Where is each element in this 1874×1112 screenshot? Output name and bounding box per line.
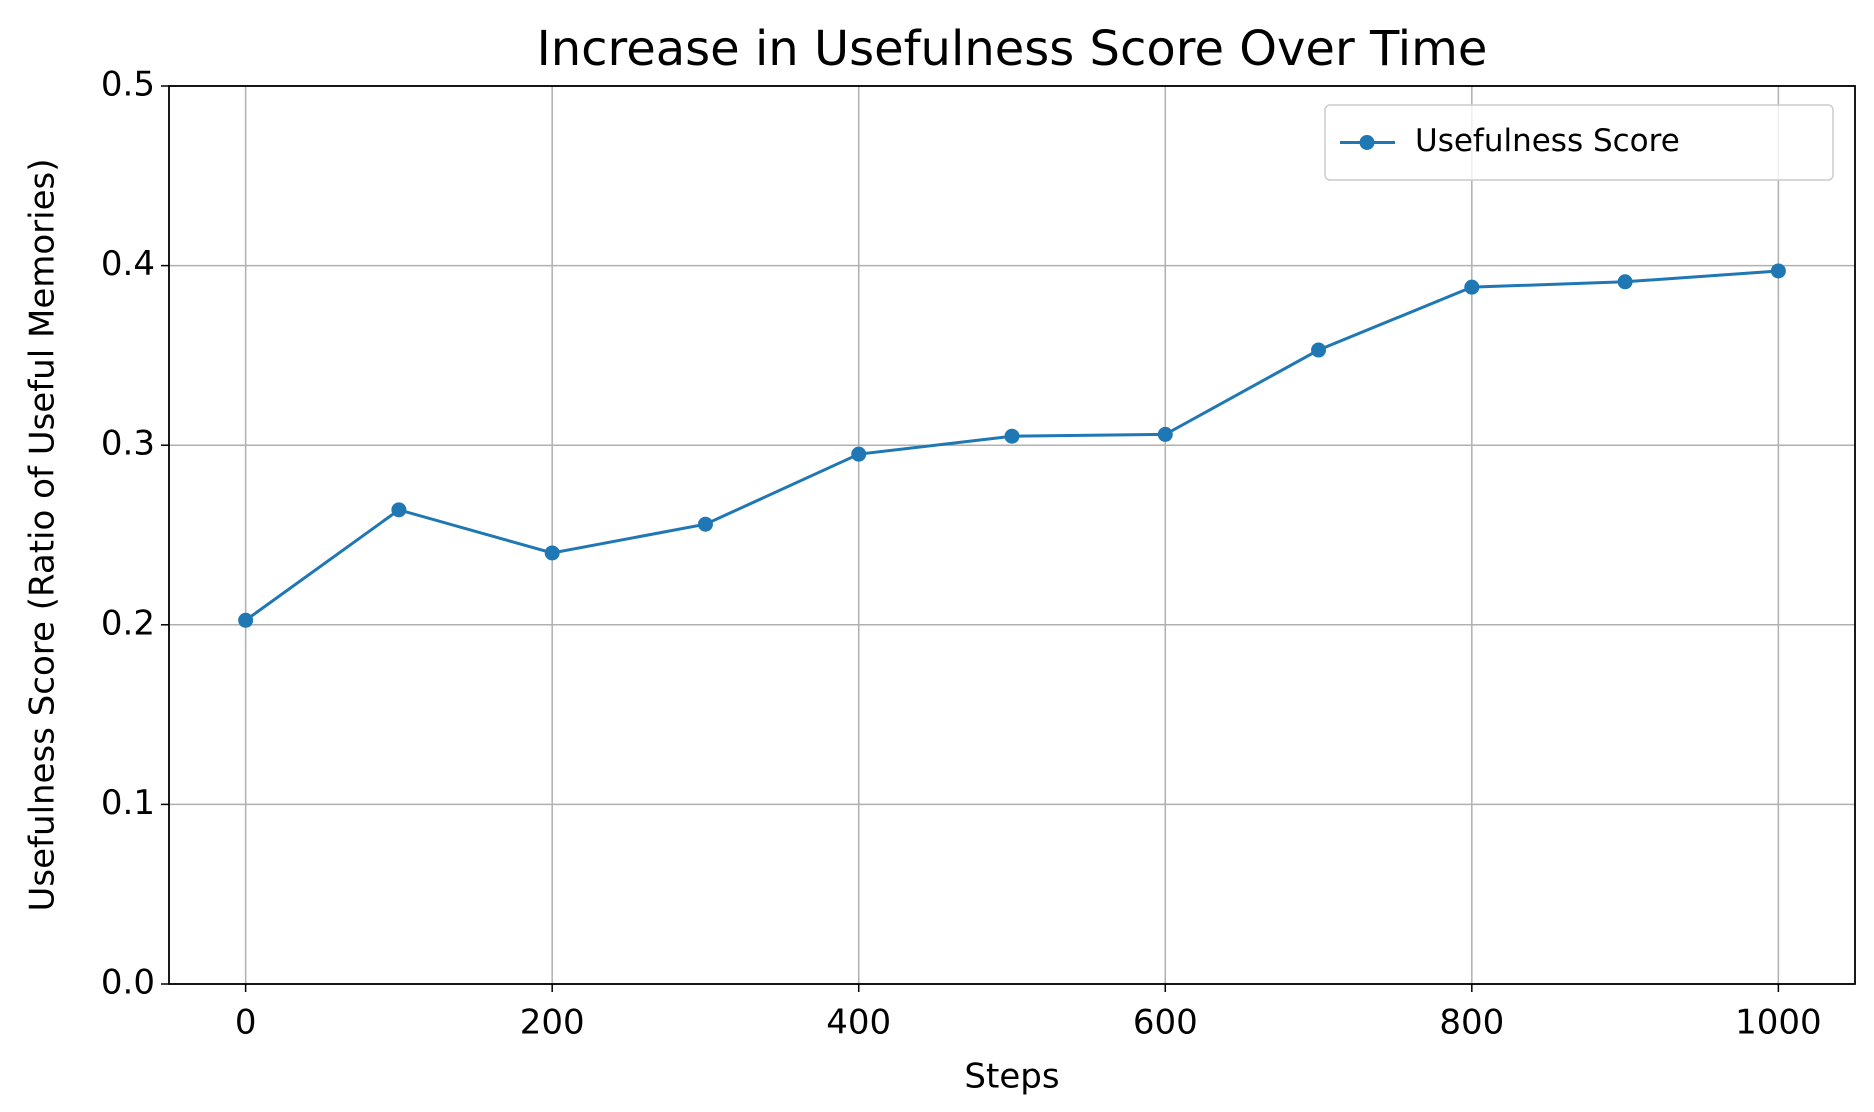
x-tick-label: 600 (1133, 1003, 1198, 1043)
x-tick-label: 0 (235, 1003, 257, 1043)
x-axis-label: Steps (964, 1057, 1059, 1097)
data-point (851, 446, 867, 462)
data-point (1770, 263, 1786, 279)
y-tick-label: 0.5 (101, 65, 155, 105)
x-tick-label: 400 (826, 1003, 891, 1043)
data-point (238, 612, 254, 628)
data-point (1311, 342, 1327, 358)
data-point (1617, 274, 1633, 290)
y-tick-label: 0.0 (101, 963, 155, 1003)
y-tick-label: 0.3 (101, 424, 155, 464)
data-point (1004, 428, 1020, 444)
legend-label: Usefulness Score (1415, 123, 1680, 159)
x-tick-label: 800 (1439, 1003, 1504, 1043)
y-tick-label: 0.2 (101, 603, 155, 643)
data-point (697, 516, 713, 532)
data-point (1464, 279, 1480, 295)
x-tick-label: 1000 (1735, 1003, 1822, 1043)
data-point (391, 502, 407, 518)
data-point (1157, 426, 1173, 442)
x-tick-label: 200 (520, 1003, 585, 1043)
y-tick-label: 0.4 (101, 244, 155, 284)
y-axis-label: Usefulness Score (Ratio of Useful Memori… (23, 159, 63, 912)
legend-marker (1359, 135, 1375, 150)
data-point (544, 545, 560, 561)
plot-frame (168, 85, 1856, 985)
y-tick-label: 0.1 (101, 783, 155, 823)
chart-title: Increase in Usefulness Score Over Time (537, 21, 1488, 77)
legend-box (1324, 104, 1834, 181)
